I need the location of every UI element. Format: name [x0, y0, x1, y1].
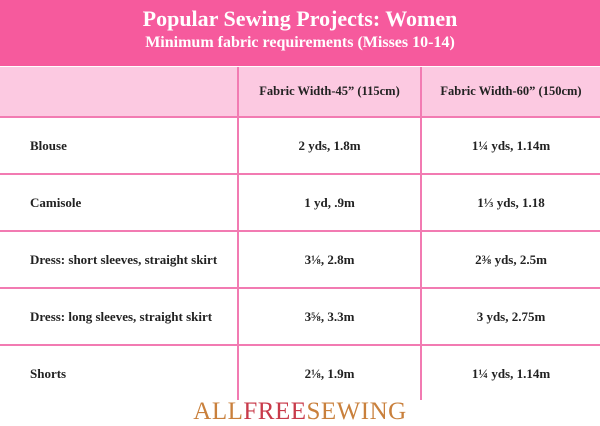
- column-divider: [420, 67, 422, 400]
- fabric-45: 1 yd, .9m: [304, 194, 355, 210]
- allfreesewing-logo: ALLFREESEWING: [0, 398, 600, 426]
- column-header-45: Fabric Width-45” (115cm): [259, 84, 400, 98]
- project-name: Shorts: [30, 365, 67, 381]
- column-header-project: [30, 67, 235, 116]
- page-title: Popular Sewing Projects: Women: [142, 6, 458, 31]
- fabric-60: 3 yds, 2.75m: [476, 308, 546, 324]
- fabric-45: 2⅛, 1.9m: [304, 365, 355, 381]
- fabric-60: 1⅓ yds, 1.18: [477, 194, 545, 210]
- page-subtitle: Minimum fabric requirements (Misses 10-1…: [145, 34, 455, 51]
- table-header-row: Fabric Width-45” (115cm) Fabric Width-60…: [0, 67, 600, 118]
- table-row: Camisole 1 yd, .9m 1⅓ yds, 1.18: [0, 175, 600, 232]
- fabric-60: 1¼ yds, 1.14m: [471, 365, 551, 381]
- logo-part: ALL: [193, 398, 244, 425]
- fabric-60: 1¼ yds, 1.14m: [471, 137, 551, 153]
- logo-part: SEWING: [306, 398, 407, 425]
- fabric-60: 2⅜ yds, 2.5m: [475, 251, 547, 267]
- table-row: Blouse 2 yds, 1.8m 1¼ yds, 1.14m: [0, 118, 600, 175]
- column-divider: [237, 67, 239, 400]
- fabric-45: 3⅛, 2.8m: [304, 251, 355, 267]
- table-row: Dress: long sleeves, straight skirt 3⅝, …: [0, 289, 600, 346]
- fabric-45: 2 yds, 1.8m: [298, 137, 361, 153]
- table-row: Shorts 2⅛, 1.9m 1¼ yds, 1.14m: [0, 346, 600, 401]
- title-banner: Popular Sewing Projects: Women Minimum f…: [0, 0, 600, 66]
- project-name: Camisole: [30, 194, 82, 210]
- fabric-45: 3⅝, 3.3m: [304, 308, 355, 324]
- table-row: Dress: short sleeves, straight skirt 3⅛,…: [0, 232, 600, 289]
- project-name: Blouse: [30, 137, 67, 153]
- project-name: Dress: long sleeves, straight skirt: [30, 308, 213, 324]
- logo-part: FREE: [243, 398, 307, 425]
- project-name: Dress: short sleeves, straight skirt: [30, 251, 218, 267]
- column-header-60: Fabric Width-60” (150cm): [440, 84, 582, 98]
